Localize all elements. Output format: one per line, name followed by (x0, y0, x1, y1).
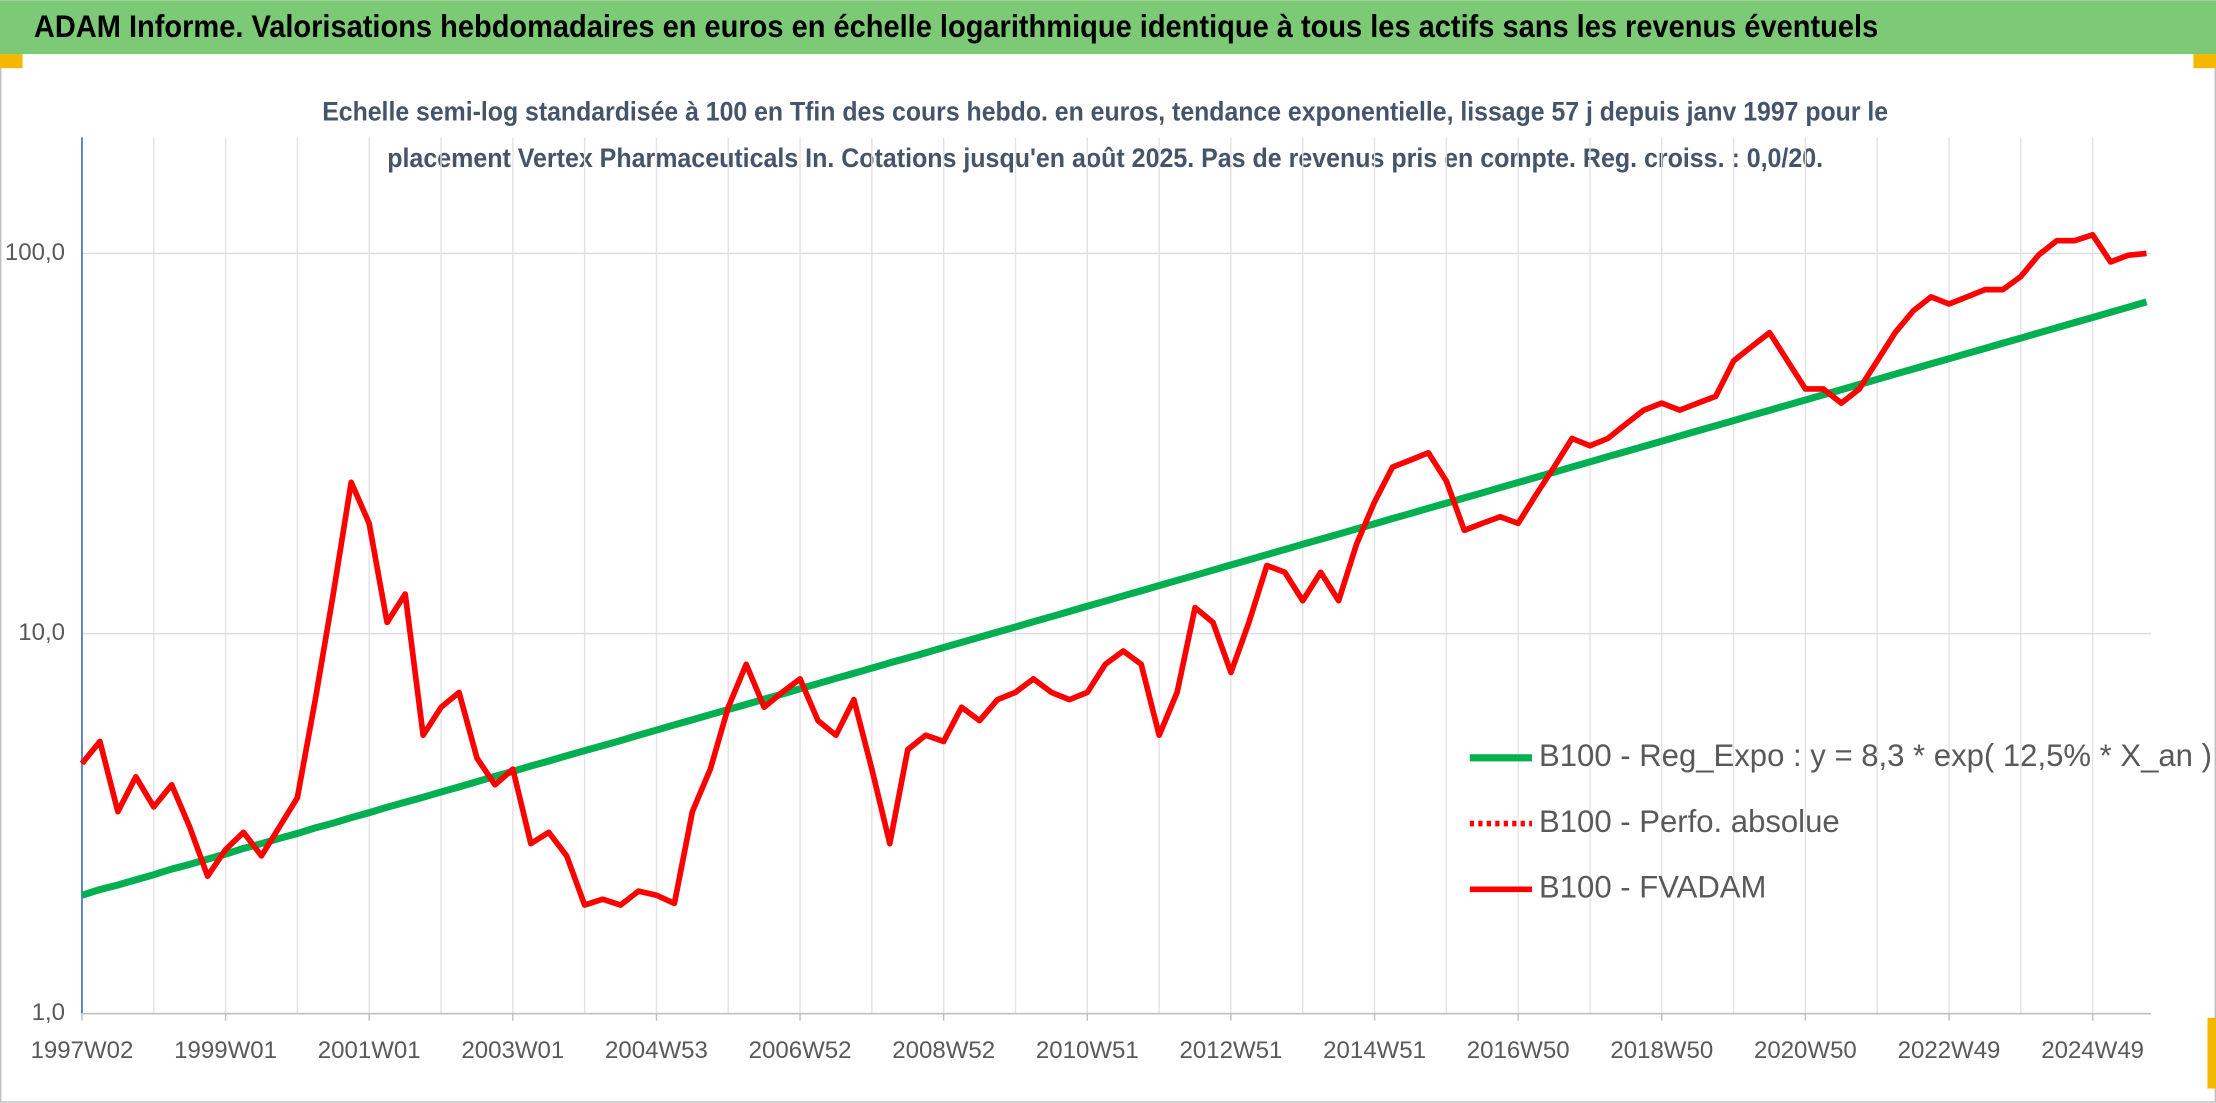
chart-title: ADAM Informe. Valorisations hebdomadaire… (34, 9, 1878, 44)
chart-subtitle: Echelle semi-log standardisée à 100 en T… (322, 96, 1888, 126)
x-tick-label: 2003W01 (461, 1037, 564, 1064)
corner-mark (2193, 54, 2216, 69)
x-tick-label: 2024W49 (2041, 1037, 2144, 1064)
series-line (79, 231, 2147, 908)
corner-mark (2207, 1017, 2216, 1089)
legend-label: B100 - FVADAM (1539, 869, 1766, 904)
corner-mark (0, 54, 23, 69)
x-tick-label: 1997W02 (31, 1037, 134, 1064)
x-tick-label: 2014W51 (1323, 1037, 1426, 1064)
x-tick-label: 2018W50 (1610, 1037, 1713, 1064)
chart-subtitle: placement Vertex Pharmaceuticals In. Cot… (387, 143, 1823, 173)
x-tick-label: 2022W49 (1898, 1037, 2001, 1064)
x-tick-label: 2016W50 (1467, 1037, 1570, 1064)
y-tick-label: 1,0 (32, 999, 65, 1026)
legend-label: B100 - Perfo. absolue (1539, 804, 1840, 839)
x-tick-label: 2008W52 (892, 1037, 995, 1064)
x-tick-label: 1999W01 (174, 1037, 277, 1064)
legend-label: B100 - Reg_Expo : y = 8,3 * exp( 12,5% *… (1539, 738, 2212, 773)
plot-area: 1,0 10,0 100,0 1997W02 1999W01 2001W01 2003W01… (5, 137, 2212, 1064)
x-tick-label: 2020W50 (1754, 1037, 1857, 1064)
y-tick-label: 100,0 (5, 239, 65, 266)
x-tick-label: 2010W51 (1036, 1037, 1139, 1064)
x-tick-label: 2006W52 (749, 1037, 852, 1064)
x-tick-label: 2012W51 (1180, 1037, 1283, 1064)
y-tick-label: 10,0 (18, 619, 65, 646)
x-tick-label: 2004W53 (605, 1037, 708, 1064)
x-tick-label: 2001W01 (318, 1037, 421, 1064)
header-bar (0, 0, 2216, 55)
series-line (80, 298, 2148, 899)
